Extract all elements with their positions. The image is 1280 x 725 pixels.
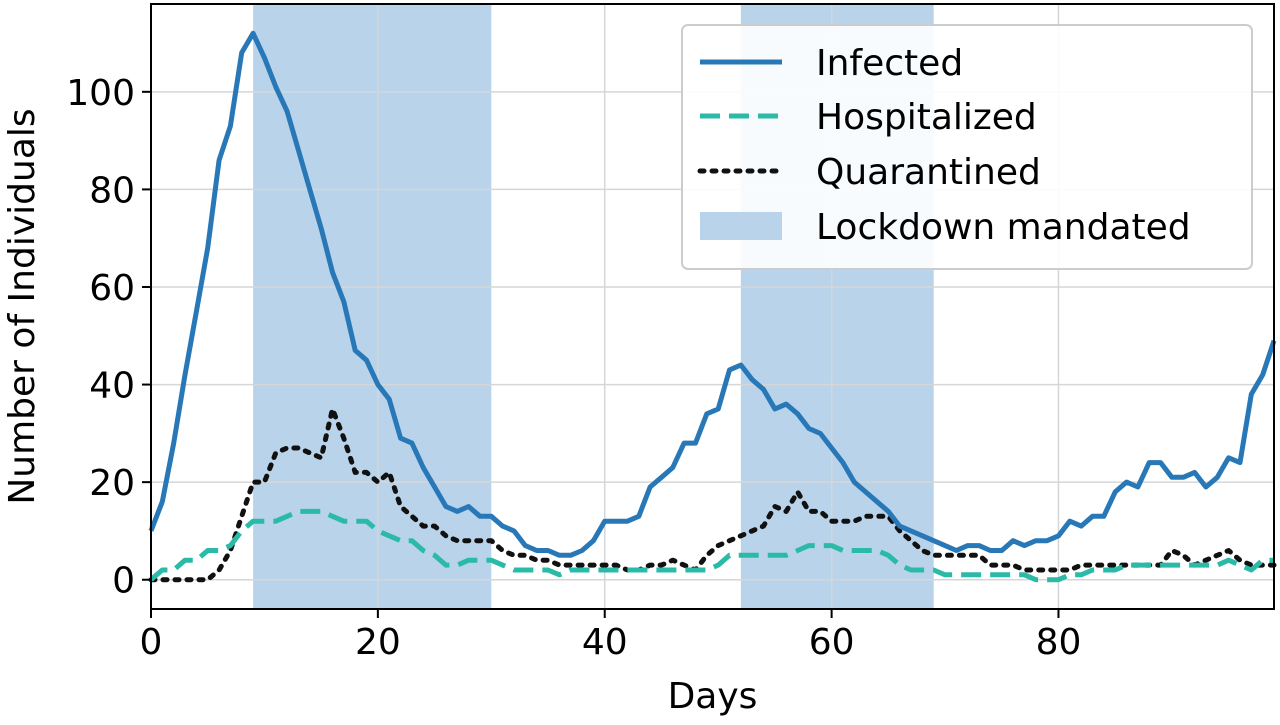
legend-label-infected: Infected <box>816 43 963 84</box>
y-tick-label: 100 <box>66 73 135 114</box>
x-tick-label: 40 <box>582 622 628 663</box>
x-tick-label: 60 <box>809 622 855 663</box>
legend-label-hospitalized: Hospitalized <box>816 97 1037 138</box>
series-line-infected <box>148 30 1277 558</box>
axis-ticks: 0 20 40 60 80 0 20 40 60 80 100 <box>66 73 1081 663</box>
legend-swatch-lockdown-mandated <box>700 212 782 240</box>
series-lines <box>148 30 1277 583</box>
legend-label-quarantined: Quarantined <box>816 152 1041 193</box>
y-axis-label: Number of Individuals <box>2 108 43 504</box>
plot-frame <box>150 3 1275 610</box>
series-line-hospitalized <box>149 508 1274 583</box>
x-axis-label: Days <box>668 676 758 717</box>
legend-box <box>681 24 1253 270</box>
series-line-quarantined <box>148 406 1277 583</box>
y-tick-label: 40 <box>89 366 135 407</box>
y-tick-label: 60 <box>89 268 135 309</box>
y-tick-label: 20 <box>89 463 135 504</box>
y-tick-label: 80 <box>89 170 135 211</box>
x-tick-label: 20 <box>355 622 401 663</box>
legend: Infected Hospitalized Quarantined Lockdown … <box>681 24 1253 270</box>
x-tick-label: 0 <box>140 622 163 663</box>
legend-label-lockdown-mandated: Lockdown mandated <box>816 207 1191 248</box>
y-tick-label: 0 <box>112 561 135 602</box>
x-tick-label: 80 <box>1036 622 1082 663</box>
legend-entries: Infected Hospitalized Quarantined Lockdown … <box>697 43 1191 248</box>
